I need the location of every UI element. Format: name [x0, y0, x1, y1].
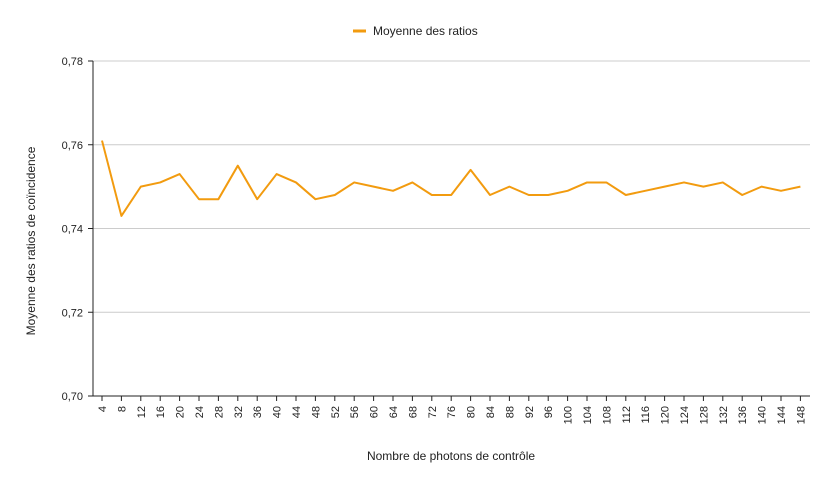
x-tick-label: 116 — [640, 406, 652, 424]
x-tick-label: 32 — [233, 406, 245, 418]
gridlines — [93, 60, 810, 313]
x-tick-label: 24 — [194, 406, 206, 418]
x-tick-label: 64 — [388, 406, 400, 418]
x-tick-label: 76 — [446, 406, 458, 418]
x-tick-label: 48 — [310, 406, 322, 418]
y-tick-label: 0,72 — [62, 307, 83, 319]
x-tick-label: 20 — [175, 406, 187, 418]
x-tick-label: 96 — [543, 406, 555, 418]
x-tick-label: 132 — [718, 406, 730, 424]
x-tick-label: 88 — [504, 406, 516, 418]
x-tick-label: 40 — [272, 406, 284, 418]
y-tick-labels: 0,70 0,72 0,74 0,76 0,78 — [62, 56, 93, 403]
x-tick-label: 60 — [369, 406, 381, 418]
x-tick-label: 36 — [252, 406, 264, 418]
y-axis-title: Moyenne des ratios de coïncidence — [24, 146, 38, 335]
x-tick-labels: 4 8 12 16 20 24 28 32 36 40 44 48 52 56 60 64 68 72 76 80 84… — [97, 396, 807, 424]
x-tick-label: 92 — [524, 406, 536, 418]
x-tick-label: 128 — [698, 406, 710, 424]
x-tick-label: 120 — [660, 406, 672, 424]
x-tick-label: 148 — [795, 406, 807, 424]
x-tick-label: 144 — [776, 406, 788, 424]
x-tick-label: 108 — [601, 406, 613, 424]
x-tick-label: 52 — [330, 406, 342, 418]
x-tick-label: 104 — [582, 406, 594, 424]
y-tick-label: 0,76 — [62, 140, 83, 152]
x-tick-label: 8 — [116, 406, 128, 412]
x-tick-label: 44 — [291, 406, 303, 418]
x-tick-label: 136 — [737, 406, 749, 424]
x-tick-label: 140 — [757, 406, 769, 424]
x-tick-label: 72 — [427, 406, 439, 418]
x-tick-label: 84 — [485, 406, 497, 418]
x-tick-label: 80 — [466, 406, 478, 418]
series-line-0 — [101, 140, 801, 217]
x-tick-label: 28 — [213, 406, 225, 418]
legend-label: Moyenne des ratios — [373, 24, 478, 38]
x-tick-label: 100 — [563, 406, 575, 424]
y-tick-label: 0,74 — [62, 224, 83, 236]
x-tick-label: 56 — [349, 406, 361, 418]
x-tick-label: 124 — [679, 406, 691, 424]
x-tick-label: 12 — [136, 406, 148, 418]
y-tick-label: 0,78 — [62, 56, 83, 68]
legend: Moyenne des ratios — [353, 24, 478, 38]
x-axis-title: Nombre de photons de contrôle — [367, 449, 535, 463]
x-tick-label: 68 — [407, 406, 419, 418]
y-tick-label: 0,70 — [62, 391, 83, 403]
x-tick-label: 112 — [621, 406, 633, 424]
series-group — [101, 140, 801, 217]
x-tick-label: 4 — [97, 406, 109, 412]
x-tick-label: 16 — [155, 406, 167, 418]
